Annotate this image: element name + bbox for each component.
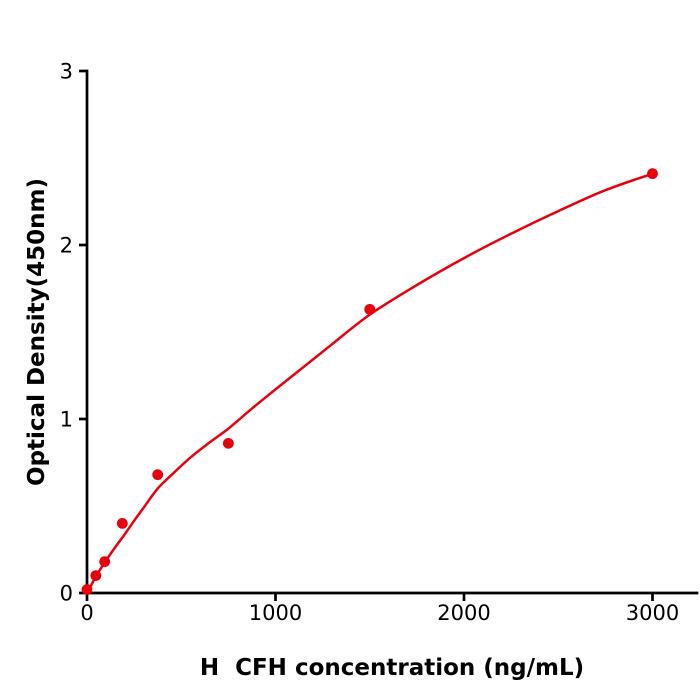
fit-curve-layer — [85, 172, 654, 595]
axis-spine — [85, 69, 699, 595]
y-tick-label: 0 — [60, 582, 73, 606]
data-point-marker — [647, 168, 658, 180]
x-tick-label: 3000 — [626, 601, 679, 625]
fit-curve-path — [85, 172, 654, 595]
data-point-marker — [364, 303, 376, 315]
axes-spines — [85, 69, 699, 595]
data-points-layer — [81, 168, 658, 595]
data-point-marker — [222, 437, 234, 449]
y-tick-label: 1 — [60, 408, 73, 432]
data-point-marker — [99, 556, 111, 568]
data-point-marker — [90, 570, 102, 581]
x-tick-label: 1000 — [249, 601, 302, 625]
y-tick-label: 2 — [60, 234, 73, 258]
x-axis-ticks: 0 1000 2000 3000 — [80, 593, 679, 625]
data-point-marker — [116, 518, 128, 529]
x-tick-label: 0 — [80, 601, 93, 625]
y-axis-ticks: 0 1 2 3 — [60, 60, 87, 606]
x-tick-label: 2000 — [437, 601, 490, 625]
y-tick-label: 3 — [60, 60, 73, 84]
data-point-marker — [152, 469, 164, 481]
data-point-marker — [81, 584, 93, 595]
